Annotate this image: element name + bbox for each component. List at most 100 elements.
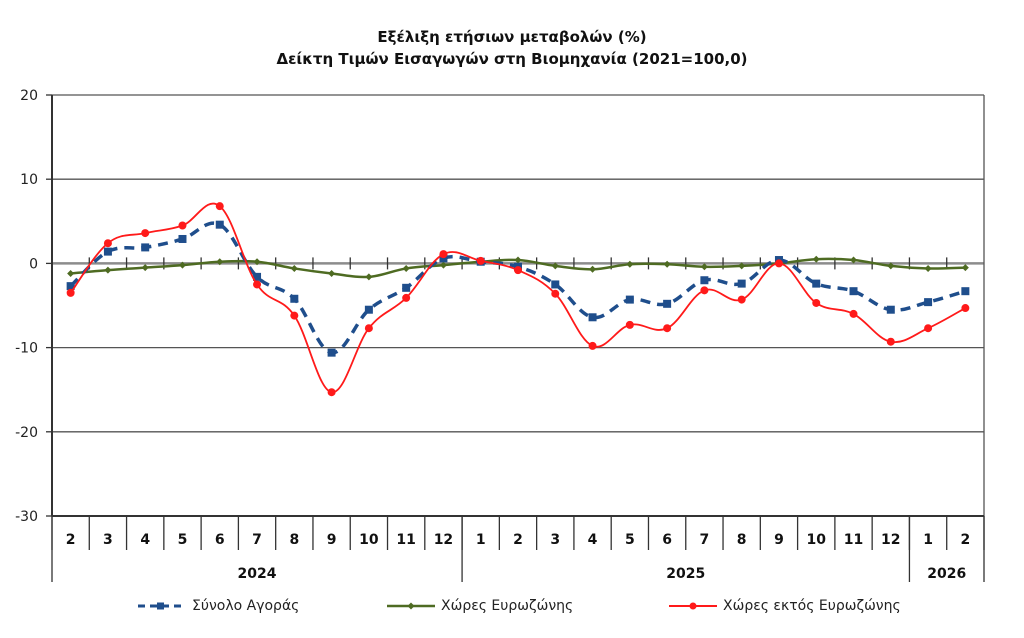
data-point-non-eurozone [327,388,336,397]
data-point-total-market [737,279,746,288]
data-point-total-market [700,276,709,285]
data-point-non-eurozone [402,293,411,302]
x-tick-label: 3 [550,532,560,548]
data-point-non-eurozone [178,221,187,230]
data-point-eurozone [551,262,559,270]
y-tick-label: 20 [20,88,38,104]
y-tick-label: 0 [29,256,38,272]
data-point-eurozone [439,261,447,269]
data-point-non-eurozone [290,311,299,320]
data-point-eurozone [924,264,932,272]
data-point-total-market [961,287,970,296]
data-point-non-eurozone [924,324,933,333]
x-tick-label: 4 [588,532,598,548]
data-point-non-eurozone [886,337,895,346]
x-tick-label: 8 [289,532,299,548]
data-point-total-market [588,313,597,322]
data-point-non-eurozone [439,250,448,259]
data-point-eurozone [67,270,75,278]
y-tick-label: -10 [15,341,38,357]
data-point-eurozone [850,256,858,264]
data-point-eurozone [290,264,298,272]
data-point-non-eurozone [514,266,522,275]
data-point-eurozone [961,264,969,272]
chart-title: Εξέλιξη ετήσιων μεταβολών (%) [377,28,647,46]
data-point-non-eurozone [737,295,746,304]
legend-item-eurozone: Χώρες Ευρωζώνης [385,598,573,614]
x-tick-label: 10 [359,532,379,548]
y-tick-label: -20 [15,425,38,441]
data-point-total-market [551,280,560,289]
data-point-non-eurozone [700,286,709,295]
data-point-total-market [327,348,336,357]
data-point-total-market [886,305,895,314]
x-tick-label: 5 [178,532,188,548]
data-point-total-market [439,254,448,263]
x-tick-label: 6 [215,532,225,548]
series-line-non-eurozone [69,202,966,394]
x-tick-label: 9 [774,532,784,548]
data-point-non-eurozone [103,239,112,248]
x-tick-label: 3 [103,532,113,548]
x-tick-label: 2 [513,532,523,548]
data-point-eurozone [328,270,336,278]
data-point-total-market [290,294,299,303]
data-point-total-market [663,299,672,308]
data-point-total-market [849,287,858,296]
x-tick-label: 10 [806,532,826,548]
x-tick-label: 1 [923,532,933,548]
data-point-non-eurozone [141,229,150,238]
data-point-eurozone [253,258,261,266]
data-point-eurozone [626,260,634,268]
data-point-eurozone [738,262,746,270]
x-tick-label: 12 [434,532,453,548]
data-point-total-market [141,243,150,252]
data-point-eurozone [812,255,820,263]
data-point-total-market [66,282,75,291]
series-line-total-market [69,221,966,355]
chart-subtitle: Δείκτη Τιμών Εισαγωγών στη Βιομηχανία (2… [276,50,748,68]
legend-item-non-eurozone: Χώρες εκτός Ευρωζώνης [667,598,901,614]
legend-item-total-market: Σύνολο Αγοράς [136,598,299,614]
data-point-non-eurozone [551,289,560,298]
data-point-non-eurozone [774,259,783,268]
data-point-non-eurozone [588,341,597,350]
x-tick-label: 1 [476,532,486,548]
data-point-non-eurozone [364,324,373,333]
legend-label: Χώρες Ευρωζώνης [441,598,574,614]
legend-swatch-solid-circle [669,602,717,610]
data-point-non-eurozone [215,202,224,211]
data-point-non-eurozone [476,256,485,265]
legend-swatch-solid-diamond [387,602,435,610]
data-point-non-eurozone [961,304,970,313]
data-point-eurozone [514,256,522,264]
data-point-total-market [812,279,821,288]
data-point-non-eurozone [663,324,672,333]
x-tick-label: 12 [881,532,900,548]
x-tick-label: 8 [737,532,747,548]
data-point-total-market [215,220,224,229]
x-tick-label: 5 [625,532,635,548]
x-tick-label: 2 [66,532,76,548]
year-label: 2024 [238,566,277,582]
data-point-eurozone [663,260,671,268]
data-point-eurozone [365,273,373,281]
legend-swatch-dashed-square [138,602,186,610]
x-tick-label: 9 [327,532,337,548]
year-label: 2026 [927,566,966,582]
data-point-eurozone [700,263,708,271]
data-point-total-market [364,305,373,314]
data-point-eurozone [887,262,895,270]
data-point-total-market [924,298,933,307]
legend-label: Χώρες εκτός Ευρωζώνης [723,598,901,614]
data-point-total-market [625,295,634,304]
data-point-eurozone [178,261,186,269]
x-tick-label: 11 [396,532,415,548]
data-point-eurozone [104,266,112,274]
legend: Σύνολο Αγοράς Χώρες Ευρωζώνης Χώρες εκτό… [0,598,1024,618]
year-label: 2025 [666,566,705,582]
data-point-non-eurozone [253,280,262,289]
x-tick-label: 4 [140,532,150,548]
data-point-non-eurozone [66,288,75,297]
